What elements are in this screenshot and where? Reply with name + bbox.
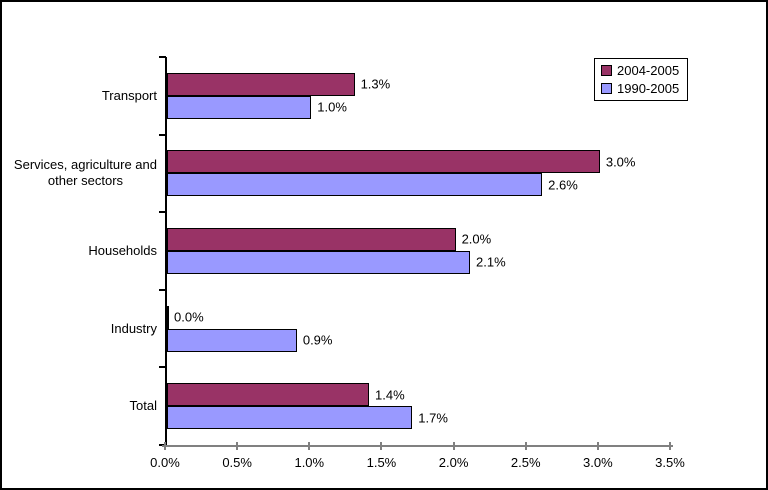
category-label: Services, agriculture and other sectors	[13, 157, 157, 189]
bar-value-label: 0.0%	[174, 309, 204, 325]
category-label: Industry	[110, 320, 157, 336]
bar-1990-2005	[167, 95, 312, 119]
x-axis-tick-label: 3.5%	[655, 455, 685, 470]
bar-line: 3.0%	[167, 150, 672, 174]
x-axis-line	[162, 445, 673, 447]
bar-line: 2.0%	[167, 227, 672, 251]
bar-value-label: 2.1%	[476, 254, 506, 270]
plot-area: 1.3% 1.0% 3.0% 2.6% 2.0% 2.1% 0.0% 0.9% 1.4% 1.7%	[159, 56, 672, 446]
y-axis-tick	[159, 56, 166, 58]
x-axis-tick-label: 2.5%	[510, 455, 541, 470]
x-axis-tick-label: 0.0%	[150, 455, 180, 470]
bar-line: 1.3%	[167, 72, 672, 96]
bar-value-label: 1.7%	[418, 410, 448, 426]
category-bar-group: 3.0% 2.6%	[167, 135, 672, 213]
category-label: Households	[88, 242, 157, 258]
bar-value-label: 2.6%	[548, 177, 578, 193]
y-axis-tick	[159, 211, 166, 214]
bar-2004-2005	[167, 150, 600, 174]
bar-line: 0.0%	[167, 305, 672, 329]
bar-line: 1.0%	[167, 95, 672, 119]
bar-2004-2005	[167, 227, 456, 251]
category-label: Total	[129, 398, 157, 414]
bar-1990-2005	[167, 328, 297, 352]
x-axis-tick-label: 0.5%	[222, 455, 252, 470]
x-axis-tick-label: 3.0%	[583, 455, 613, 470]
category-label-row: Total	[2, 367, 157, 445]
category-label-row: Households	[2, 212, 157, 290]
bar-value-label: 2.0%	[461, 231, 492, 247]
y-axis-tick	[159, 288, 166, 291]
bar-1990-2005	[167, 406, 413, 430]
bar-line: 2.6%	[167, 173, 672, 197]
bar-value-label: 1.3%	[360, 76, 391, 92]
bar-value-label: 1.4%	[375, 387, 405, 403]
bar-1990-2005	[167, 250, 470, 274]
category-bar-group: 1.3% 1.0%	[167, 57, 672, 135]
category-bar-group: 2.0% 2.1%	[167, 212, 672, 290]
y-axis-tick	[159, 366, 166, 369]
y-axis-tick	[159, 133, 166, 136]
bar-value-label: 1.0%	[317, 99, 347, 115]
bar-1990-2005	[167, 173, 543, 197]
bar-value-label: 0.9%	[302, 332, 333, 348]
legend-item: 1990-2005	[601, 81, 679, 96]
bar-2004-2005	[167, 72, 355, 96]
category-label-row: Industry	[2, 290, 157, 368]
category-label: Transport	[101, 87, 157, 103]
x-axis-tick-label: 2.0%	[438, 455, 469, 470]
category-bar-group: 0.0% 0.9%	[167, 290, 672, 368]
x-axis-tick-label: 1.5%	[366, 455, 397, 470]
category-bar-group: 1.4% 1.7%	[167, 367, 672, 445]
legend-swatch-2004-2005	[601, 65, 612, 76]
legend-label: 2004-2005	[617, 63, 680, 78]
x-axis-tick-label: 1.0%	[294, 455, 325, 470]
bar-line: 1.7%	[167, 406, 672, 430]
bar-value-label: 3.0%	[605, 154, 636, 170]
bar-line: 0.9%	[167, 328, 672, 352]
bar-2004-2005	[167, 383, 369, 407]
bar-line: 1.4%	[167, 383, 672, 407]
bar-2004-2005	[167, 305, 169, 329]
category-axis-labels: Transport Services, agriculture and other…	[2, 57, 157, 445]
category-label-row: Services, agriculture and other sectors	[2, 135, 157, 213]
legend-label: 1990-2005	[617, 81, 680, 96]
legend: 2004-2005 1990-2005	[594, 58, 689, 101]
category-label-row: Transport	[2, 57, 157, 135]
legend-swatch-1990-2005	[601, 83, 612, 94]
legend-item: 2004-2005	[601, 63, 679, 78]
bar-line: 2.1%	[167, 250, 672, 274]
